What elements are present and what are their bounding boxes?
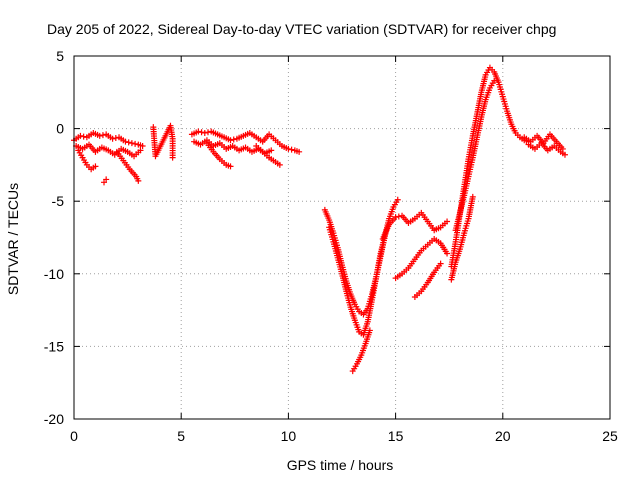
- data-point: [469, 193, 476, 200]
- x-axis-label: GPS time / hours: [287, 457, 394, 473]
- data-point: [122, 138, 129, 145]
- x-tick-label: 0: [70, 428, 78, 444]
- data-point: [561, 151, 568, 158]
- data-point: [444, 250, 451, 257]
- data-point: [268, 147, 275, 154]
- data-point: [201, 129, 208, 136]
- data-point: [77, 132, 84, 139]
- y-axis-label: SDTVAR / TECUs: [5, 183, 21, 295]
- x-tick-label: 20: [495, 428, 511, 444]
- data-point: [128, 140, 135, 147]
- frame-layer: [73, 55, 611, 420]
- x-tick-label: 15: [388, 428, 404, 444]
- y-tick-label: -5: [52, 193, 65, 209]
- data-point: [137, 147, 144, 154]
- y-tick-label: 0: [56, 121, 64, 137]
- data-point: [395, 213, 402, 220]
- data-point: [169, 154, 176, 161]
- data-point: [394, 196, 401, 203]
- data-point: [366, 327, 373, 334]
- chart-title: Day 205 of 2022, Sidereal Day-to-day VTE…: [47, 21, 556, 37]
- data-point: [205, 129, 211, 136]
- data-point: [444, 218, 451, 225]
- data-point: [227, 137, 234, 144]
- data-point: [296, 148, 303, 155]
- tick-label-layer: 0 5 10 15 20 25 -20 -15 -10 -5 0 5: [44, 48, 618, 444]
- data-point: [195, 128, 202, 135]
- data-point: [139, 143, 146, 150]
- data-point: [99, 132, 106, 139]
- data-point: [132, 140, 139, 147]
- data-point: [112, 135, 119, 142]
- data-point: [288, 146, 295, 153]
- data-point: [285, 145, 292, 152]
- data-point: [92, 163, 99, 170]
- data-point: [437, 260, 444, 267]
- x-tick-label: 10: [281, 428, 297, 444]
- x-tick-label: 5: [177, 428, 185, 444]
- data-point: [125, 139, 132, 146]
- marks-layer: [71, 64, 568, 375]
- data-point: [491, 77, 498, 84]
- y-tick-label: 5: [56, 48, 64, 64]
- y-tick-label: -15: [44, 338, 64, 354]
- data-point: [230, 136, 237, 143]
- y-tick-label: -10: [44, 266, 64, 282]
- x-tick-label: 25: [602, 428, 618, 444]
- y-tick-label: -20: [44, 411, 64, 427]
- data-point: [96, 132, 103, 139]
- data-point: [103, 176, 110, 183]
- data-point: [276, 161, 283, 168]
- plot-frame: [73, 55, 611, 420]
- data-point: [227, 163, 234, 170]
- data-point: [135, 177, 142, 184]
- data-point: [80, 133, 87, 140]
- data-point: [392, 214, 399, 221]
- data-point: [109, 135, 116, 142]
- data-point: [198, 129, 205, 136]
